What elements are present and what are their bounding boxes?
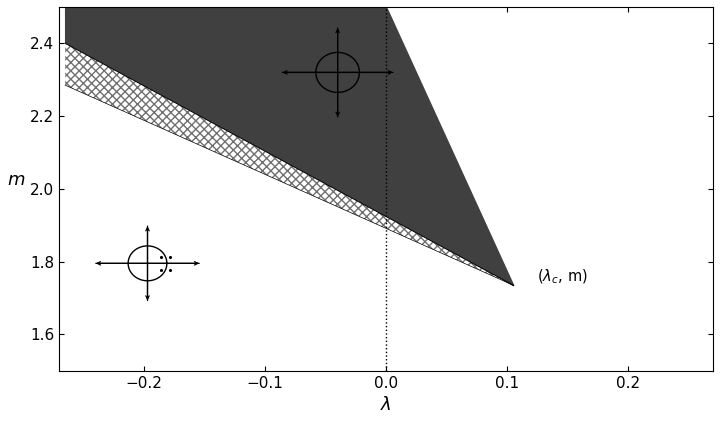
Text: $(\lambda_c,\,\mathrm{m})$: $(\lambda_c,\,\mathrm{m})$	[537, 268, 588, 286]
X-axis label: $\lambda$: $\lambda$	[380, 396, 392, 414]
Y-axis label: $m$: $m$	[7, 171, 25, 189]
